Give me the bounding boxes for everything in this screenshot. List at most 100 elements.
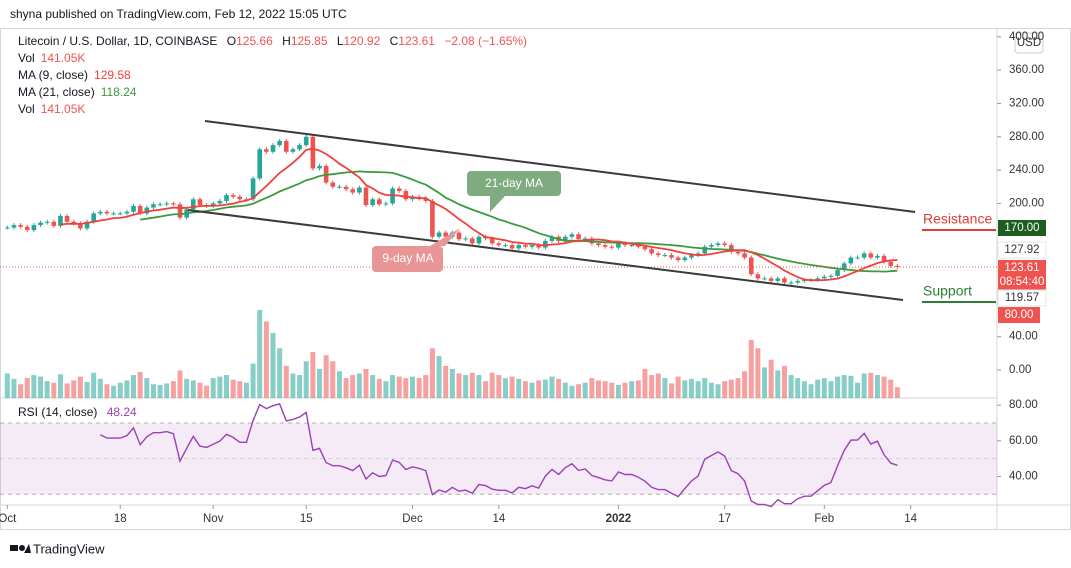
candle (264, 149, 269, 152)
volume-bar (855, 382, 861, 398)
candle (11, 225, 17, 228)
volume-bar (569, 385, 575, 398)
candle (762, 278, 767, 280)
volume-bar (808, 384, 814, 398)
candle (861, 253, 867, 258)
volume-bar (44, 381, 50, 398)
volume-bar (376, 378, 382, 398)
currency: USD (1017, 37, 1041, 49)
candle (104, 211, 110, 214)
volume-bar (549, 376, 555, 398)
price-labels: 170.00 127.92 123.61 08:54:40 119.57 80.… (997, 220, 1047, 323)
x-tick-label: Dec (402, 513, 423, 525)
candle (350, 189, 356, 193)
x-tick-label: Feb (814, 513, 834, 525)
rsi-name: RSI (14, close) (18, 405, 97, 419)
indicator-name: Vol (18, 102, 35, 116)
volume-bar (297, 375, 303, 398)
y-tick-label: 240.00 (1009, 164, 1044, 176)
candle (709, 245, 714, 247)
candle (875, 255, 880, 258)
volume-bar (356, 373, 362, 398)
resistance-price: 170.00 (1004, 222, 1039, 234)
candle (456, 232, 462, 240)
volume-bar (788, 375, 794, 398)
quote-key: L (337, 34, 344, 48)
rsi-tick-label: 80.00 (1009, 399, 1038, 411)
indicator-name: MA (21, close) (18, 85, 95, 99)
volume-bar (51, 382, 57, 398)
volume-bar (649, 375, 655, 398)
volume-bar (416, 378, 422, 398)
candle (549, 236, 555, 241)
candle (131, 205, 136, 212)
candle (576, 234, 581, 240)
currency-box[interactable] (1014, 32, 1044, 54)
volume-bar (735, 378, 741, 398)
volume-bar (502, 378, 508, 398)
volume-bar (595, 380, 601, 398)
x-tick-label: 2022 (606, 513, 632, 525)
candle (788, 282, 794, 284)
volume-bar (303, 361, 309, 398)
candle (191, 199, 196, 210)
volume-bar (476, 375, 482, 398)
candle (124, 211, 130, 214)
ma9-label: 9-day MA (382, 251, 433, 265)
candle (702, 246, 708, 254)
candle (197, 199, 203, 206)
volume-bar (11, 378, 17, 398)
candle (317, 165, 322, 169)
candle (177, 204, 183, 218)
candle (755, 274, 761, 279)
volume-bar (562, 382, 568, 398)
y-tick-label: 320.00 (1009, 97, 1044, 109)
quote-line: Litecoin / U.S. Dollar, 1D, COINBASE O12… (18, 34, 527, 48)
quote-value: 120.92 (344, 34, 381, 48)
indicator-name: MA (9, close) (18, 68, 88, 82)
volume-bar (835, 376, 841, 398)
last-price: 123.61 (1004, 262, 1039, 274)
volume-bar (868, 372, 874, 398)
indicator-value: 141.05K (41, 51, 86, 65)
candle (250, 178, 256, 200)
candle (782, 278, 787, 283)
candle (78, 223, 83, 229)
volume-bar (396, 376, 402, 398)
candle (270, 145, 276, 152)
volume-bar (828, 381, 834, 398)
candle (622, 243, 628, 246)
volume-bar (715, 384, 721, 398)
volume-bar (841, 375, 847, 398)
volume-bar (436, 355, 442, 398)
candle (423, 198, 429, 201)
volume-bar (443, 365, 449, 398)
ma9-line (60, 147, 898, 282)
volume-bar (489, 372, 495, 398)
candle (5, 227, 10, 229)
volume-bar (762, 367, 768, 398)
candle (695, 253, 701, 256)
candle (562, 236, 568, 241)
volume-bar (795, 378, 801, 398)
volume-bar (64, 383, 70, 398)
candle (111, 213, 116, 215)
volume-bar (589, 378, 595, 398)
ma21-price: 119.57 (1005, 292, 1039, 304)
candle (117, 213, 123, 215)
candle (310, 136, 316, 169)
volume-bar (330, 361, 336, 398)
candle (682, 257, 688, 261)
candle (596, 243, 601, 246)
volume-bar (237, 381, 243, 398)
candle (343, 186, 349, 190)
candle (151, 204, 156, 208)
ma9-callout: 9-day MA (372, 228, 460, 272)
ma21-callout: 21-day MA (467, 171, 561, 212)
resistance-box (998, 220, 1046, 236)
candle (715, 243, 721, 246)
volume-bar (257, 310, 263, 398)
candle (669, 255, 674, 258)
candle (655, 253, 661, 256)
